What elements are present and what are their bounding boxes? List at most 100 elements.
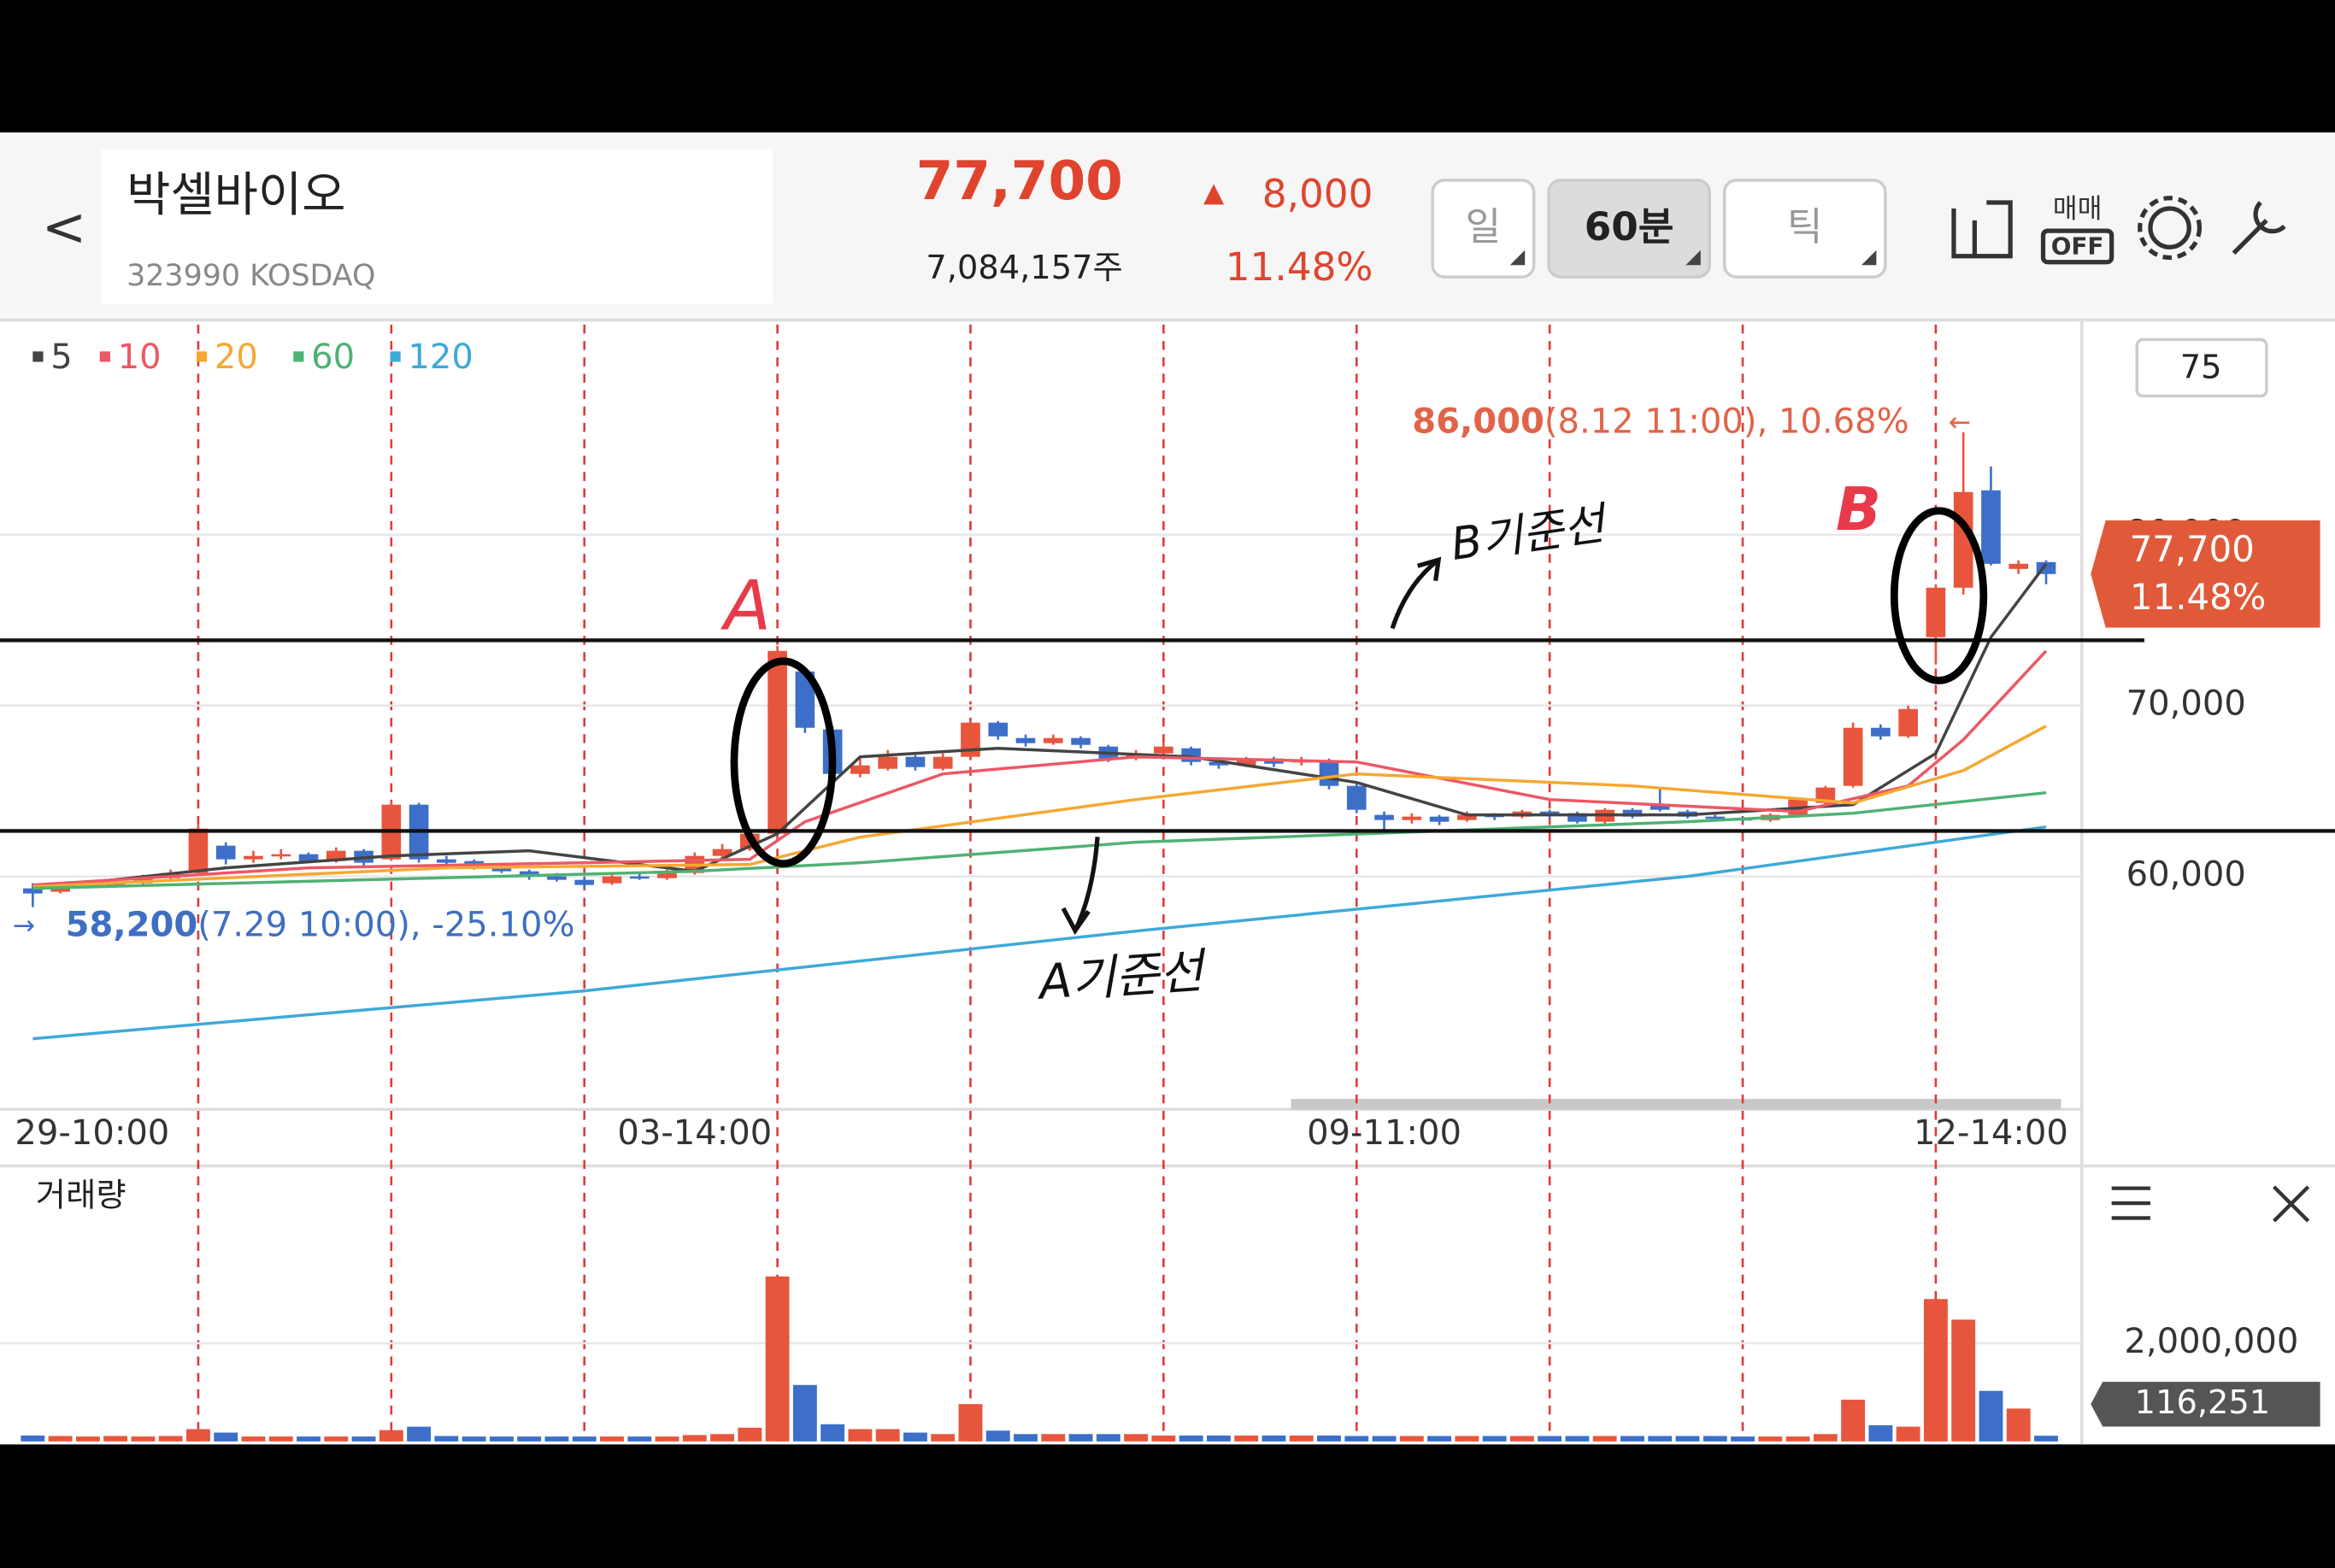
candle-body — [1015, 737, 1036, 743]
volume-bar — [379, 1430, 403, 1442]
notes: 5 10 20 60 120 86,000(8.12 11:00), 10.68% ← → 58… — [0, 338, 2335, 1427]
legend-label: 5 — [50, 338, 72, 377]
volume-bar — [1785, 1436, 1810, 1442]
candle-body — [574, 879, 595, 885]
grid: 60,00070,00080,00029-10:0003-14:0009-11:… — [0, 324, 2298, 1442]
high-arrow: ← — [1949, 407, 1971, 438]
candle-body — [298, 854, 319, 861]
candle-body — [271, 854, 291, 857]
legend-swatch — [196, 351, 208, 362]
moving-average — [32, 825, 2047, 1041]
high-detail: (8.12 11:00), 10.68% — [1544, 402, 1909, 441]
dropdown-marker — [1509, 250, 1877, 266]
volume-bar — [1289, 1435, 1314, 1442]
volume-bar — [1372, 1436, 1397, 1442]
candle-body — [712, 849, 732, 856]
settings-icon[interactable] — [2148, 206, 2191, 250]
volume-bar — [517, 1436, 542, 1442]
low-detail: (7.29 10:00), -25.10% — [197, 905, 574, 944]
stock-name: 박셀바이오 — [126, 167, 345, 223]
volume-bar — [1758, 1436, 1783, 1442]
layout-icon[interactable] — [1951, 200, 2013, 259]
low-arrow: → — [13, 910, 35, 941]
volume-bar — [131, 1436, 156, 1442]
volume-bar — [489, 1436, 514, 1442]
y-tick-label: 70,000 — [2126, 684, 2246, 724]
volume-bar — [1565, 1436, 1590, 1442]
volume-bar — [158, 1436, 183, 1442]
volume-bar — [1675, 1436, 1700, 1442]
volume-bar — [1979, 1390, 2003, 1442]
moving-average — [32, 562, 2048, 890]
volume-bar — [1206, 1435, 1231, 1442]
circle-mark — [1890, 507, 1988, 684]
legend-swatch — [99, 351, 110, 362]
volume-bar — [682, 1435, 707, 1442]
candle-body — [932, 756, 953, 769]
volume-bar — [1234, 1435, 1259, 1442]
panel-controls[interactable] — [2111, 1185, 2310, 1223]
count-box[interactable] — [2135, 338, 2268, 398]
volume-bar — [710, 1434, 735, 1442]
volume-bar — [1455, 1436, 1479, 1442]
high-value: 86,000 — [1412, 402, 1544, 441]
volume-bar — [1592, 1436, 1617, 1442]
volume-bar — [407, 1426, 432, 1442]
volume-bar — [627, 1436, 652, 1442]
legend-swatch — [390, 351, 401, 362]
volume-bar — [268, 1436, 293, 1442]
volume-total: 7,084,157주 — [926, 249, 1122, 287]
trade-icon[interactable] — [2040, 228, 2114, 265]
volume-bar — [1096, 1434, 1120, 1442]
moving-average — [32, 790, 2047, 890]
volume-bar — [1124, 1434, 1149, 1442]
price: 77,700 — [916, 150, 1123, 212]
candle-body — [1898, 708, 1918, 737]
volume-bar — [1538, 1436, 1562, 1442]
volume-bar — [1648, 1436, 1673, 1442]
volume-bar — [1262, 1435, 1286, 1442]
volume-bar — [544, 1436, 569, 1442]
candle-body — [1402, 816, 1422, 820]
button[interactable] — [1547, 179, 1711, 279]
volume-bar — [738, 1427, 762, 1442]
volume-bar — [792, 1384, 817, 1442]
legend-label: 120 — [408, 338, 473, 377]
legend-label: 20 — [215, 338, 258, 377]
volume-bar — [351, 1436, 376, 1442]
volume-bar — [75, 1436, 100, 1442]
candle-body — [657, 872, 677, 878]
volume-bar — [875, 1429, 900, 1442]
name-box[interactable] — [101, 149, 773, 304]
moving-average — [32, 725, 2047, 889]
handwriting: A기준선 — [1035, 943, 1209, 1011]
trade-state: OFF — [2051, 232, 2104, 260]
volume-bar — [931, 1434, 956, 1442]
candle-body — [1043, 737, 1063, 743]
scrollbar[interactable] — [1291, 1099, 2062, 1110]
x-tick-label: 09-11:00 — [1307, 1113, 1462, 1153]
candle-body — [491, 867, 512, 872]
candle-body — [326, 850, 346, 861]
volume-bar — [958, 1404, 983, 1442]
candle-body — [1539, 811, 1560, 815]
candle-body — [988, 722, 1009, 737]
candle-body — [1871, 727, 1891, 737]
back-button[interactable]: < — [42, 196, 87, 258]
circle-mark — [730, 657, 837, 868]
tools-icon[interactable] — [2232, 201, 2286, 255]
volume-bar — [1731, 1436, 1755, 1442]
button[interactable] — [1722, 179, 1887, 279]
button[interactable] — [1431, 179, 1536, 279]
volume-tag-value: 116,251 — [2135, 1383, 2270, 1422]
marks — [21, 432, 2058, 1442]
volume-bar — [655, 1436, 679, 1442]
volume-bar — [1951, 1319, 1976, 1442]
candle-body — [1650, 804, 1670, 810]
x-tick-label: 12-14:00 — [1914, 1113, 2068, 1153]
volume-bar — [985, 1430, 1010, 1442]
candle-body — [1457, 814, 1477, 820]
y-tick-label: 60,000 — [2126, 855, 2246, 895]
x-tick-label: 03-14:00 — [617, 1113, 772, 1153]
